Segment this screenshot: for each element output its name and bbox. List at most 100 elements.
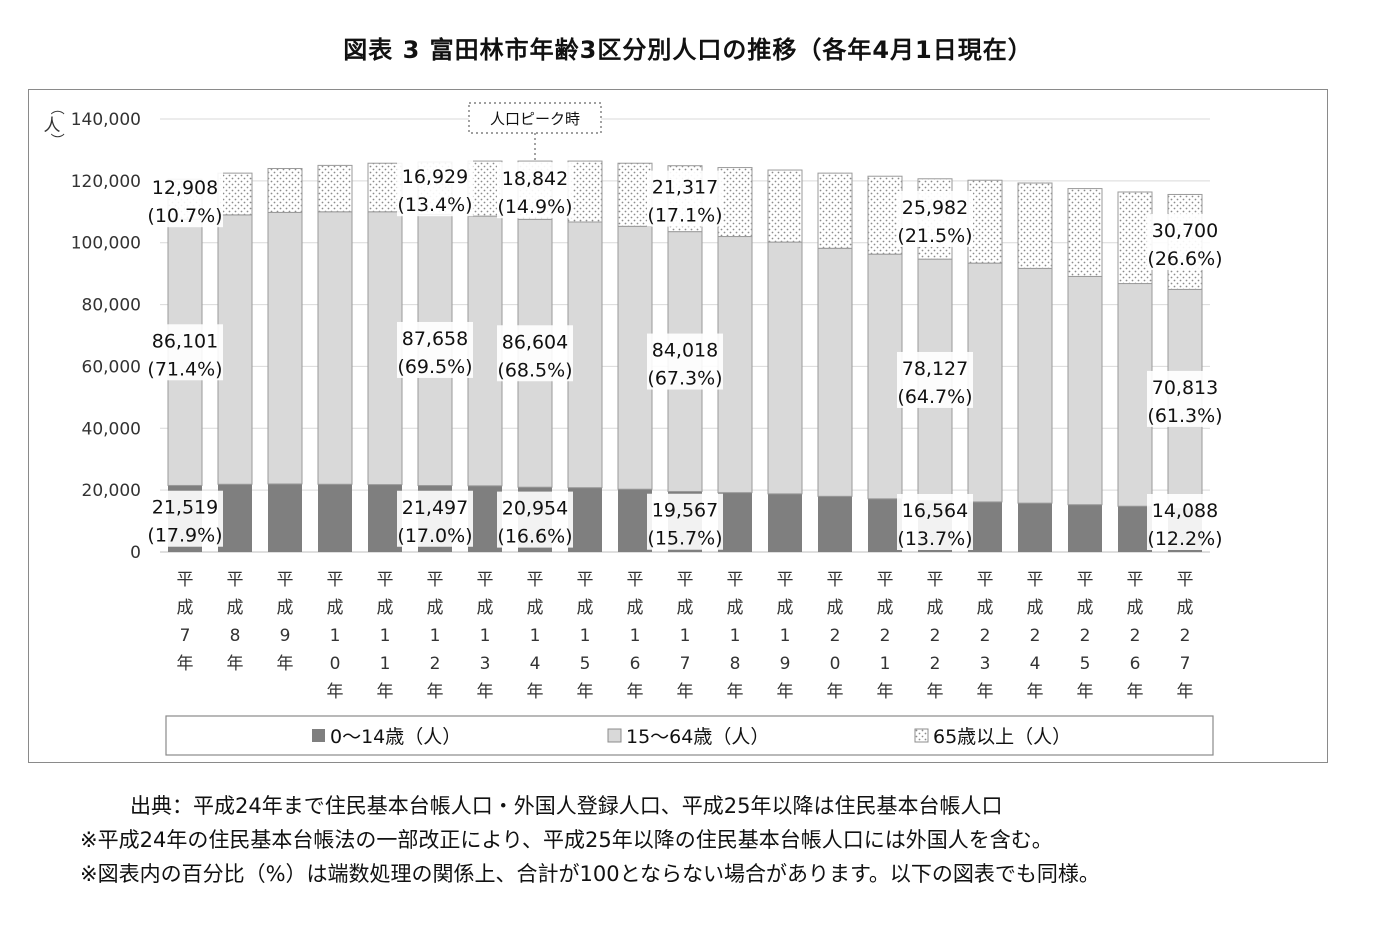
x-tick-label: 年: [927, 682, 944, 702]
x-tick-label: 平: [677, 570, 694, 590]
x-tick-label: 2: [930, 654, 941, 674]
x-tick-label: 年: [627, 682, 644, 702]
x-tick-label: 5: [580, 654, 591, 674]
x-tick-label: 平: [177, 570, 194, 590]
bar-elderly: [317, 164, 353, 213]
x-tick-label: 8: [730, 654, 741, 674]
data-label-value: 18,842: [502, 168, 568, 190]
source-text: 出典：平成24年まで住民基本台帳人口・外国人登録人口、平成25年以降は住民基本台…: [130, 794, 1003, 818]
x-tick-label: 2: [1180, 626, 1191, 646]
y-unit-label-group: （人）: [44, 101, 65, 147]
x-tick-label: 1: [730, 626, 741, 646]
x-tick-label: 6: [1130, 654, 1141, 674]
x-tick-label: 1: [780, 626, 791, 646]
x-tick-label: 3: [480, 654, 491, 674]
bar-elderly: [817, 172, 853, 249]
legend-label-elderly: 65歳以上（人）: [933, 726, 1071, 748]
x-tick-label: 平: [727, 570, 744, 590]
data-label-value: 12,908: [152, 177, 218, 199]
x-tick-label: 年: [777, 682, 794, 702]
data-label: 87,658 (69.5%): [397, 321, 473, 378]
x-tick-label: 2: [1030, 626, 1041, 646]
x-tick-label: 成: [1127, 598, 1144, 618]
y-unit-label: 人: [44, 116, 61, 136]
data-label-percent: (17.0%): [397, 525, 472, 547]
bar-young: [818, 496, 852, 552]
data-label: 21,317 (17.1%): [647, 170, 723, 227]
data-label: 25,982 (21.5%): [897, 190, 973, 247]
x-tick-label: 年: [377, 682, 394, 702]
y-unit-close: ）: [48, 133, 64, 147]
x-axis-ticks: 平成 7 年 平成 8 年 平成 9 年 平成 1 0 年 平成 1 1 年 平成 1 2 年 平成 1 3 年 平成 1 4 年 平成 1…: [177, 570, 1194, 702]
data-label-value: 86,604: [502, 331, 568, 353]
x-tick-label: 成: [477, 598, 494, 618]
data-label: 21,497 (17.0%): [397, 490, 473, 547]
x-tick-label: 成: [577, 598, 594, 618]
data-label-percent: (69.5%): [397, 356, 472, 378]
legend: 0～14歳（人） 15～64歳（人） 65歳以上（人）: [165, 715, 1214, 756]
peak-annotation-box: [468, 102, 602, 134]
x-tick-label: 9: [280, 626, 291, 646]
x-tick-label: 成: [977, 598, 994, 618]
bar-working: [567, 221, 603, 489]
legend-swatch-young: [312, 729, 325, 742]
data-label-bg: [147, 324, 223, 381]
data-label-bg: [397, 490, 473, 547]
bar-working: [617, 225, 653, 490]
footnote-2: ※図表内の百分比（%）は端数処理の関係上、合計が100とならない場合があります。…: [80, 862, 1100, 886]
legend-label-working: 15～64歳（人）: [626, 726, 769, 748]
x-tick-label: 0: [830, 654, 841, 674]
data-label-value: 78,127: [902, 358, 968, 380]
bar-young: [718, 492, 752, 552]
x-tick-label: 1: [580, 626, 591, 646]
x-tick-label: 成: [677, 598, 694, 618]
x-tick-label: 2: [980, 626, 991, 646]
x-tick-label: 平: [427, 570, 444, 590]
bar-working: [1117, 283, 1153, 507]
x-tick-label: 平: [1077, 570, 1094, 590]
x-tick-label: 年: [977, 682, 994, 702]
x-tick-label: 成: [1077, 598, 1094, 618]
data-label-value: 21,497: [402, 497, 468, 519]
x-tick-label: 年: [527, 682, 544, 702]
x-tick-label: 年: [827, 682, 844, 702]
data-label-bg: [1147, 213, 1223, 270]
x-tick-label: 6: [630, 654, 641, 674]
data-label-bg: [397, 160, 473, 217]
x-tick-label: 年: [1127, 682, 1144, 702]
x-tick-label: 8: [230, 626, 241, 646]
x-tick-label: 成: [777, 598, 794, 618]
x-tick-label: 2: [1080, 626, 1091, 646]
x-tick-label: 平: [227, 570, 244, 590]
bar-working: [267, 211, 303, 485]
data-label-value: 84,018: [652, 340, 718, 362]
x-tick-label: 1: [380, 654, 391, 674]
bar-young: [868, 498, 902, 552]
y-tick-label: 120,000: [71, 172, 141, 192]
bar-young: [568, 487, 602, 552]
y-tick-label: 40,000: [82, 419, 141, 439]
x-tick-label: 成: [527, 598, 544, 618]
x-tick-label: 平: [927, 570, 944, 590]
x-tick-label: 年: [177, 654, 194, 674]
x-tick-label: 年: [327, 682, 344, 702]
x-tick-label: 平: [527, 570, 544, 590]
data-label: 20,954 (16.6%): [497, 491, 573, 548]
data-label-bg: [147, 171, 223, 228]
data-label-percent: (17.1%): [647, 205, 722, 227]
peak-annotation-group: 人口ピーク時: [468, 102, 602, 162]
bar-young: [1018, 503, 1052, 552]
x-tick-label: 成: [327, 598, 344, 618]
data-label: 84,018 (67.3%): [647, 333, 723, 390]
legend-label-young: 0～14歳（人）: [330, 726, 461, 748]
x-tick-label: 1: [380, 626, 391, 646]
bar-elderly: [967, 179, 1003, 264]
bar-elderly: [217, 172, 253, 216]
x-tick-label: 平: [627, 570, 644, 590]
data-label: 19,567 (15.7%): [647, 493, 723, 550]
x-tick-label: 7: [680, 654, 691, 674]
data-labels: 21,519 (17.9%) 86,101 (71.4%) 12,908 (10.7%) 2…: [147, 160, 1223, 550]
bar-elderly: [567, 160, 603, 223]
y-unit-open: （: [48, 101, 64, 115]
data-label: 14,088 (12.2%): [1147, 494, 1223, 550]
